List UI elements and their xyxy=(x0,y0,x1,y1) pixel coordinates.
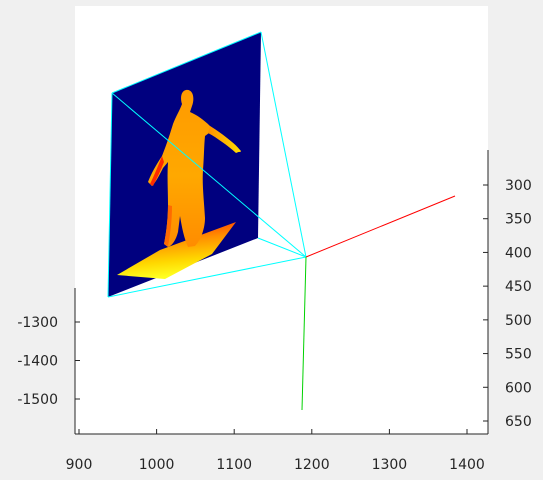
camera-axis-x xyxy=(305,195,456,258)
x-tick-label: 1100 xyxy=(216,457,252,473)
z-tick-label: 350 xyxy=(505,212,532,228)
z-tick-label: 600 xyxy=(505,380,532,396)
floor-point-cloud xyxy=(117,222,236,279)
y-tick-label: -1500 xyxy=(17,392,58,408)
figure-left-arm-shadow xyxy=(150,156,164,186)
figure-leg-shadow xyxy=(164,205,172,246)
z-tick-label: 500 xyxy=(505,313,532,329)
z-tick-label: 550 xyxy=(505,347,532,363)
y-tick-label: -1300 xyxy=(17,315,58,331)
figure-right-arm xyxy=(208,126,241,153)
z-tick-label: 450 xyxy=(505,279,532,295)
frustum-edge-top-left xyxy=(111,31,262,94)
z-axis-ticks: 300 350 400 450 500 550 600 650 xyxy=(483,178,532,430)
human-point-cloud xyxy=(148,89,241,247)
x-tick-label: 900 xyxy=(66,457,93,473)
z-tick-label: 650 xyxy=(505,414,532,430)
z-tick-label: 300 xyxy=(505,178,532,194)
frustum-edge-bottom xyxy=(107,256,307,298)
frustum-edge-left xyxy=(107,92,113,298)
camera-frustum xyxy=(107,31,307,298)
x-tick-label: 1200 xyxy=(294,457,330,473)
frustum-edge-right xyxy=(260,31,307,258)
frustum-edge-lower xyxy=(257,237,307,258)
x-axis-ticks: 900 1000 1100 1200 1300 1400 xyxy=(66,429,485,473)
x-tick-label: 1300 xyxy=(372,457,408,473)
y-tick-label: -1400 xyxy=(17,354,58,370)
x-tick-label: 1400 xyxy=(449,457,485,473)
z-tick-label: 400 xyxy=(505,245,532,261)
x-tick-label: 1000 xyxy=(139,457,175,473)
camera-axis-y xyxy=(301,256,307,411)
frustum-edge-diagonal xyxy=(111,92,307,258)
y-axis-ticks: -1300 -1400 -1500 xyxy=(17,315,80,408)
